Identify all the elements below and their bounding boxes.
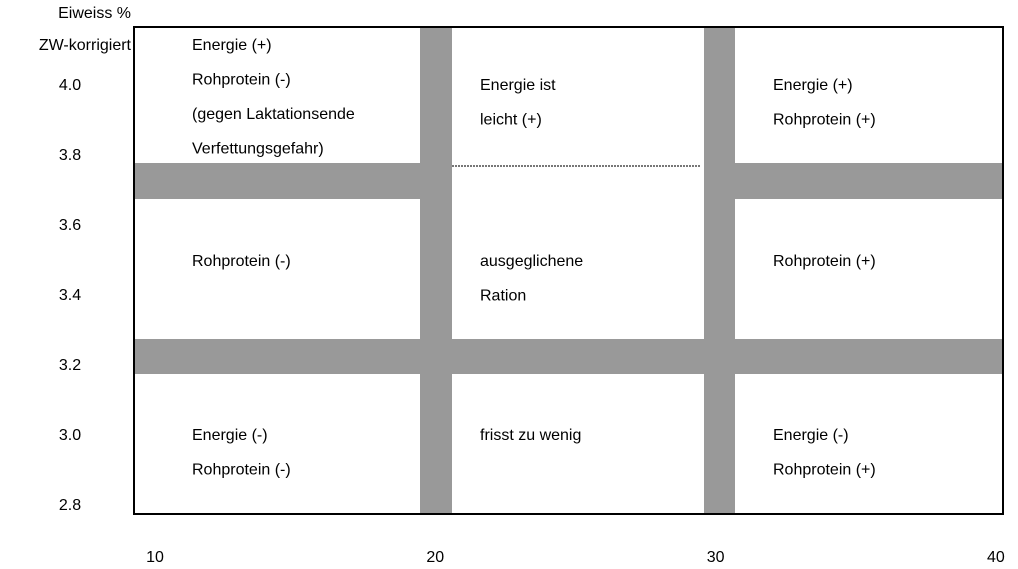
band-gap	[452, 163, 704, 199]
band	[420, 26, 452, 515]
y-label: 2.8	[59, 497, 81, 514]
y-label: 3.6	[59, 217, 81, 234]
cell-text: frisst zu wenig	[480, 427, 581, 444]
cell-text: leicht (+)	[480, 112, 542, 129]
cell-text: Verfettungsgefahr)	[192, 141, 324, 158]
band	[704, 26, 735, 515]
cell-text: Energie (+)	[192, 37, 272, 54]
cell-text: Rohprotein (+)	[773, 462, 876, 479]
y-label: 3.4	[59, 287, 81, 304]
x-label: 10	[146, 549, 164, 566]
frame	[133, 26, 1004, 515]
y-label: 3.8	[59, 147, 81, 164]
y-label: 4.0	[59, 77, 81, 94]
x-label: 30	[707, 549, 725, 566]
cell-text: Rohprotein (+)	[773, 112, 876, 129]
cell-text: Rohprotein (-)	[192, 462, 291, 479]
y-label: 3.2	[59, 357, 81, 374]
axis-title: Eiweiss %	[58, 5, 131, 22]
cell-text: Energie (-)	[192, 427, 268, 444]
cell-text: ausgeglichene	[480, 253, 583, 270]
cell-text: (gegen Laktationsende	[192, 106, 355, 123]
y-label: 3.0	[59, 427, 81, 444]
cell-text: Energie ist	[480, 77, 556, 94]
cell-text: Energie (-)	[773, 427, 849, 444]
cell-text: Rohprotein (+)	[773, 253, 876, 270]
cell-text: Rohprotein (-)	[192, 72, 291, 89]
cell-text: Ration	[480, 288, 526, 305]
cell-text: Rohprotein (-)	[192, 253, 291, 270]
x-label: 20	[426, 549, 444, 566]
x-label: 40	[987, 549, 1005, 566]
band	[133, 339, 1004, 374]
cell-text: Energie (+)	[773, 77, 853, 94]
axis-title: ZW-korrigiert	[39, 37, 132, 54]
